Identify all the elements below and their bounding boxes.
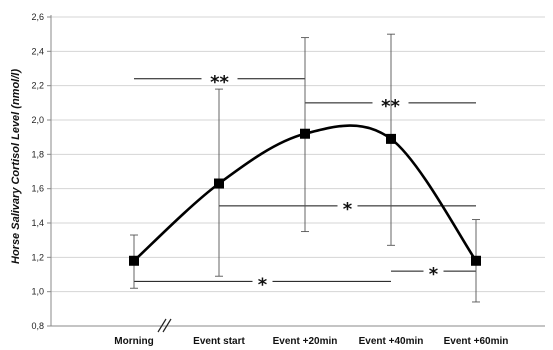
y-tick-label: 2,6	[31, 12, 44, 22]
y-tick-label: 1,8	[31, 149, 44, 159]
y-tick-label: 2,2	[31, 81, 44, 91]
y-tick-label: 1,4	[31, 218, 44, 228]
x-tick-labels: Morning Event start Event +20min Event +40m…	[114, 336, 508, 347]
data-point-marker	[300, 128, 310, 139]
x-tick-label: Morning	[114, 336, 153, 347]
y-tick-label: 2,0	[31, 115, 44, 125]
y-tick-label: 1,0	[31, 287, 44, 297]
data-point-marker	[129, 255, 139, 266]
significance-label: *	[343, 199, 353, 220]
data-point-marker	[471, 255, 481, 266]
data-point-marker	[214, 178, 224, 189]
y-tick-labels: 0,8 1,0 1,2 1,4 1,6 1,8 2,0 2,2 2,4 2,6	[31, 12, 44, 331]
data-point-marker	[386, 133, 396, 144]
significance-label: *	[258, 274, 268, 295]
x-tick-label: Event +60min	[444, 336, 509, 347]
axis-break-mark	[162, 318, 172, 333]
y-tick-label: 1,6	[31, 184, 44, 194]
axes	[47, 15, 545, 333]
x-tick-label: Event start	[193, 336, 245, 347]
axis-break-mark	[157, 318, 167, 333]
x-tick-label: Event +40min	[359, 336, 424, 347]
x-tick-label: Event +20min	[273, 336, 338, 347]
significance-label: **	[210, 72, 229, 93]
y-tick-label: 1,2	[31, 252, 44, 262]
y-axis-label: Horse Salivary Cortisol Level (nmol/l)	[10, 69, 22, 264]
significance-label: *	[429, 264, 439, 285]
y-tick-label: 2,4	[31, 46, 44, 56]
y-tick-label: 0,8	[31, 321, 44, 331]
series-layer	[129, 124, 481, 266]
error-bars	[130, 33, 480, 303]
